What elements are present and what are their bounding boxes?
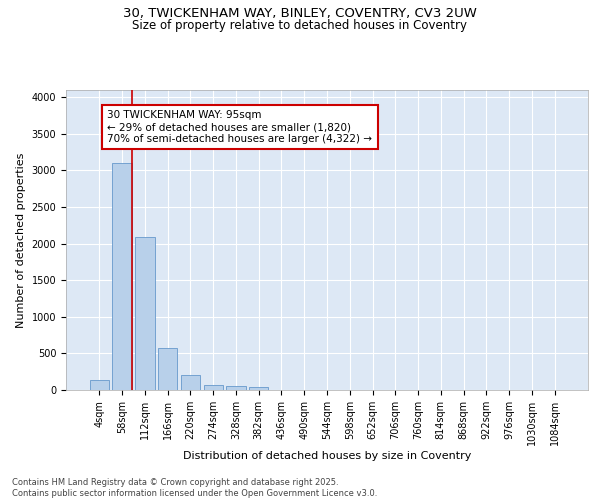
Text: 30 TWICKENHAM WAY: 95sqm
← 29% of detached houses are smaller (1,820)
70% of sem: 30 TWICKENHAM WAY: 95sqm ← 29% of detach… xyxy=(107,110,373,144)
Bar xyxy=(203,384,223,390)
Text: Size of property relative to detached houses in Coventry: Size of property relative to detached ho… xyxy=(133,18,467,32)
Bar xyxy=(226,386,245,390)
Bar xyxy=(181,374,200,390)
Bar xyxy=(90,380,109,390)
Bar xyxy=(249,387,268,390)
Text: Contains HM Land Registry data © Crown copyright and database right 2025.
Contai: Contains HM Land Registry data © Crown c… xyxy=(12,478,377,498)
Y-axis label: Number of detached properties: Number of detached properties xyxy=(16,152,26,328)
X-axis label: Distribution of detached houses by size in Coventry: Distribution of detached houses by size … xyxy=(183,450,471,460)
Text: 30, TWICKENHAM WAY, BINLEY, COVENTRY, CV3 2UW: 30, TWICKENHAM WAY, BINLEY, COVENTRY, CV… xyxy=(123,8,477,20)
Bar xyxy=(112,163,132,390)
Bar xyxy=(158,348,178,390)
Bar xyxy=(135,237,155,390)
